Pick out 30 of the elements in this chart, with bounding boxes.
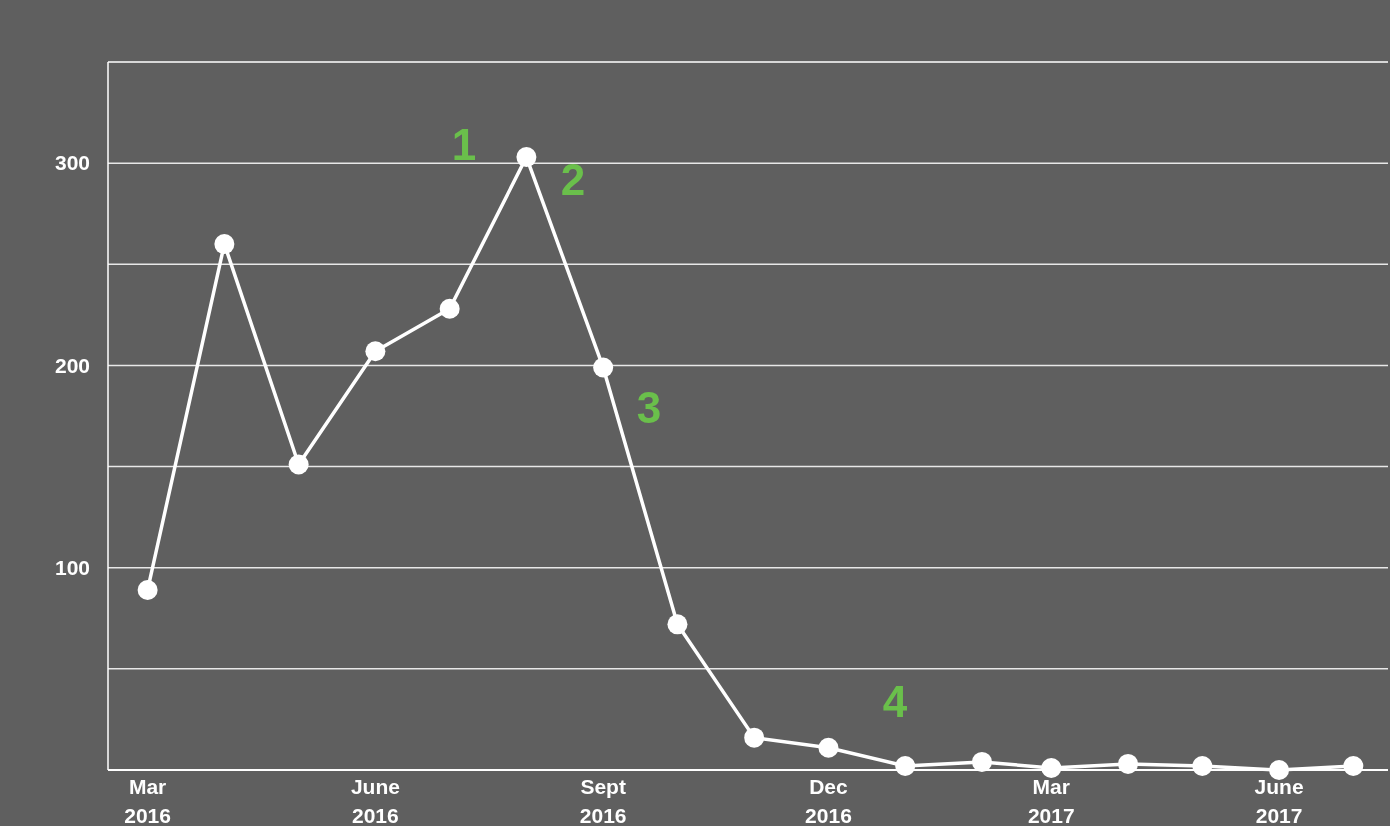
point	[593, 357, 614, 378]
point	[516, 147, 537, 168]
point	[365, 341, 386, 362]
point	[1343, 755, 1364, 776]
point	[439, 298, 460, 319]
x-tick-label: June 2017	[1254, 775, 1304, 826]
y-tick-label: 300	[54, 151, 90, 175]
point	[818, 737, 839, 758]
x-tick-label: Dec 2016	[805, 775, 852, 826]
point	[1118, 753, 1139, 774]
point	[137, 579, 158, 600]
point	[214, 234, 235, 255]
annotation: 1	[451, 120, 477, 170]
point	[1192, 755, 1213, 776]
annotation: 2	[560, 155, 586, 205]
x-tick-label: Mar 2016	[124, 775, 171, 826]
x-tick-label: Sept 2016	[579, 775, 627, 826]
point	[744, 727, 765, 748]
point	[1269, 760, 1290, 780]
point	[971, 751, 992, 772]
point	[667, 614, 688, 635]
y-tick-label: 100	[54, 556, 90, 580]
annotation: 4	[882, 677, 908, 727]
x-tick-label: June 2016	[350, 775, 400, 826]
y-tick-label: 200	[54, 353, 90, 377]
x-tick-label: Mar 2017	[1027, 775, 1075, 826]
point	[288, 454, 309, 475]
point	[895, 755, 916, 776]
annotation: 3	[636, 383, 662, 433]
point	[1041, 757, 1062, 778]
